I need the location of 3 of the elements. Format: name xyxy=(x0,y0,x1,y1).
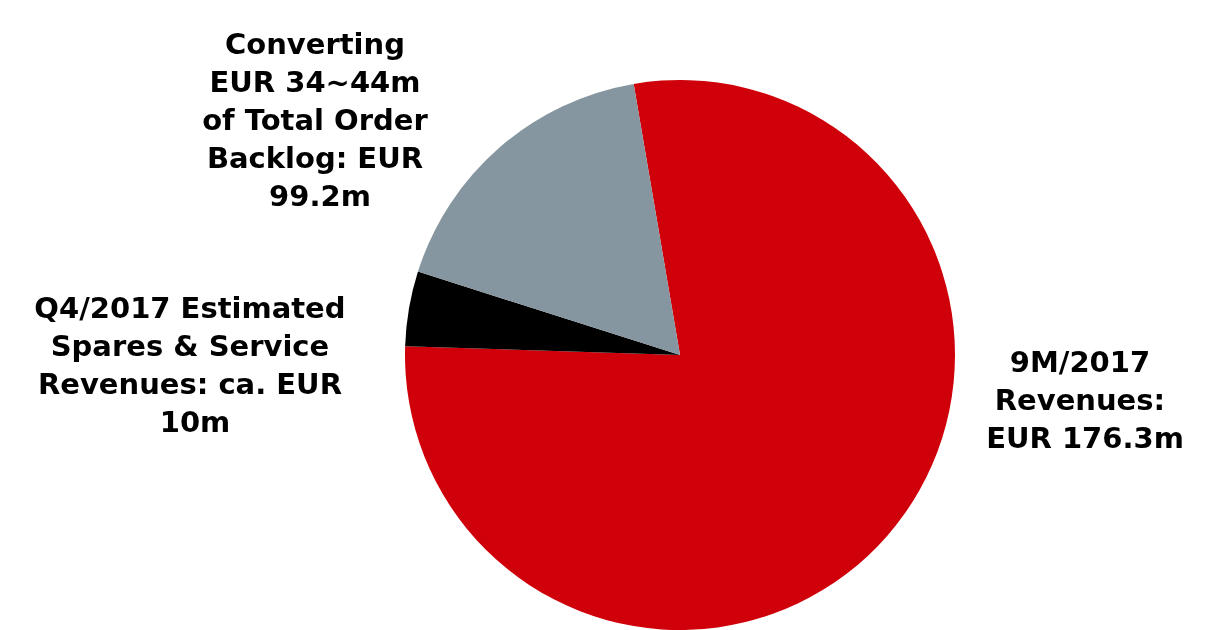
slice-label: 9M/2017 Revenues: EUR 176.3m xyxy=(986,345,1184,455)
slice-label: Q4/2017 Estimated Spares & Service Revenues: ca. EUR 10m xyxy=(34,291,356,439)
slice-label: Converting EUR 34~44m of Total Order Backlog: EUR 99.2m xyxy=(202,27,438,213)
